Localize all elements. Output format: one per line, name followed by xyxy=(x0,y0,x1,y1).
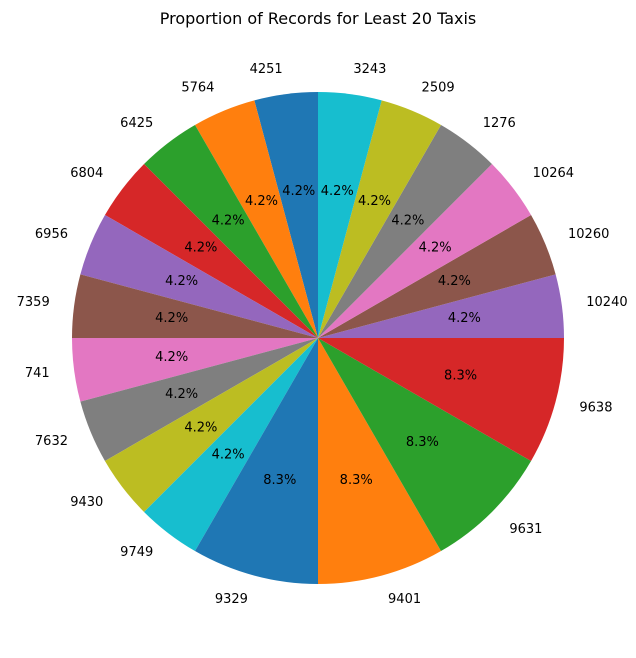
percentage-label: 4.2% xyxy=(184,420,217,435)
pie-slice-741 xyxy=(72,338,318,402)
percentage-labels: 4.2%4.2%4.2%4.2%4.2%4.2%4.2%4.2%4.2%4.2%… xyxy=(155,184,481,488)
slice-label: 9430 xyxy=(70,495,103,510)
slice-label: 9631 xyxy=(509,522,542,537)
percentage-label: 4.2% xyxy=(212,213,245,228)
chart-title: Proportion of Records for Least 20 Taxis xyxy=(160,9,477,28)
slice-label: 741 xyxy=(25,366,50,381)
slice-label: 3243 xyxy=(353,62,386,77)
pie-slice-9329 xyxy=(195,338,318,584)
slice-label: 10260 xyxy=(568,227,609,242)
percentage-label: 8.3% xyxy=(263,473,296,488)
percentage-label: 4.2% xyxy=(184,241,217,256)
percentage-label: 4.2% xyxy=(419,241,452,256)
percentage-label: 4.2% xyxy=(155,311,188,326)
pie-slice-6956 xyxy=(80,215,318,338)
pie-slice-10264 xyxy=(318,164,532,338)
percentage-label: 8.3% xyxy=(406,435,439,450)
slice-label: 9749 xyxy=(120,545,153,560)
slice-label: 6804 xyxy=(70,166,103,181)
percentage-label: 4.2% xyxy=(391,213,424,228)
percentage-label: 4.2% xyxy=(321,184,354,199)
slice-label: 5764 xyxy=(181,81,214,96)
pie-slice-5764 xyxy=(195,100,318,338)
slice-label: 7632 xyxy=(35,434,68,449)
percentage-label: 4.2% xyxy=(448,311,481,326)
pie-slice-9749 xyxy=(144,338,318,552)
pie-slice-10260 xyxy=(318,215,556,338)
percentage-label: 4.2% xyxy=(165,274,198,289)
slice-label: 6425 xyxy=(120,116,153,131)
pie-slice-2509 xyxy=(318,100,441,338)
pie-slice-4251 xyxy=(254,92,318,338)
slice-label: 9329 xyxy=(215,592,248,607)
slice-label: 6956 xyxy=(35,227,68,242)
slice-label: 10240 xyxy=(586,295,627,310)
slice-label: 9401 xyxy=(388,592,421,607)
percentage-label: 4.2% xyxy=(212,448,245,463)
percentage-label: 4.2% xyxy=(438,274,471,289)
percentage-label: 4.2% xyxy=(155,350,188,365)
pie-slice-10240 xyxy=(318,274,564,338)
pie-slices xyxy=(71,91,564,584)
pie-slice-9631 xyxy=(318,338,532,552)
percentage-label: 4.2% xyxy=(165,387,198,402)
percentage-label: 4.2% xyxy=(245,194,278,209)
slice-label: 2509 xyxy=(422,81,455,96)
pie-slice-3243 xyxy=(318,91,382,338)
pie-slice-7359 xyxy=(71,274,318,338)
slice-label: 1276 xyxy=(483,116,516,131)
pie-slice-9638 xyxy=(318,338,564,461)
pie-slice-9401 xyxy=(318,338,441,584)
slice-label: 9638 xyxy=(579,401,612,416)
pie-slice-9430 xyxy=(104,338,319,512)
slice-labels: 4251 5764 6425 6804 6956 7359 741 7632 9430 9749 9… xyxy=(17,62,628,607)
percentage-label: 8.3% xyxy=(444,369,477,384)
pie-slice-6425 xyxy=(144,124,318,339)
percentage-label: 4.2% xyxy=(282,184,315,199)
percentage-label: 4.2% xyxy=(358,194,391,209)
slice-label: 7359 xyxy=(17,295,50,310)
pie-slice-6804 xyxy=(104,164,319,338)
slice-label: 4251 xyxy=(250,62,283,77)
slice-label: 10264 xyxy=(533,166,574,181)
pie-slice-1276 xyxy=(318,124,492,339)
pie-slice-7632 xyxy=(80,338,318,461)
percentage-label: 8.3% xyxy=(340,473,373,488)
